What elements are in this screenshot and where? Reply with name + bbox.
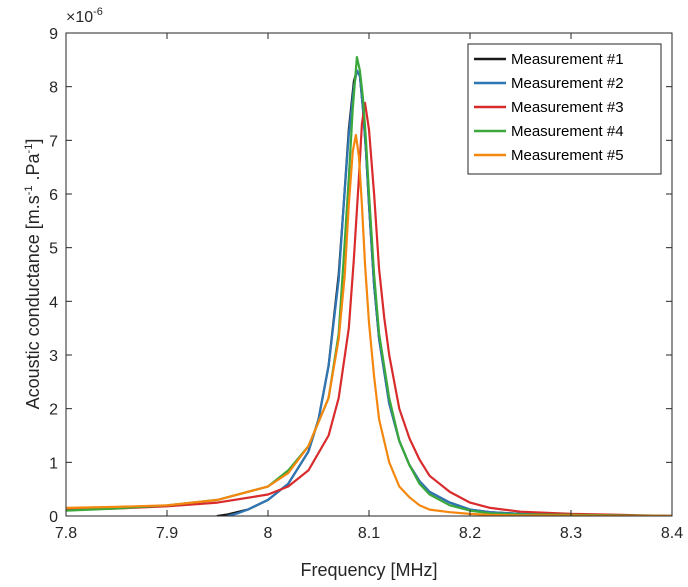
legend-label: Measurement #3 [511,99,624,116]
legend-box [467,43,662,175]
y-tick-label: 0 [49,509,58,526]
legend-label: Measurement #4 [511,123,624,140]
x-tick-label: 8 [264,525,273,542]
x-tick-label: 7.9 [156,525,178,542]
x-tick-label: 8.3 [560,525,582,542]
y-label-suffix: ] [23,139,43,144]
legend-label: Measurement #2 [511,75,624,92]
y-axis-label: Acoustic conductance [m.s-1 .Pa-1] [23,139,43,410]
y-tick-label: 9 [49,26,58,43]
y-label-exp2: -1 [23,144,35,154]
series-layer [66,55,672,516]
y-tick-label: 7 [49,133,58,150]
x-axis-label: Frequency [MHz] [300,560,437,580]
y-label-prefix: Acoustic conductance [m.s [23,195,43,409]
y-tick-label: 5 [49,241,58,258]
y-tick-label: 6 [49,187,58,204]
y-multiplier-exponent: -6 [93,6,103,18]
y-label-exp1: -1 [23,185,35,195]
legend-items: Measurement #1 Measurement #2 Measurement … [474,51,624,164]
y-tick-label: 3 [49,348,58,365]
x-tick-label: 7.8 [55,525,77,542]
legend-label: Measurement #1 [511,51,624,68]
y-multiplier: ×10-6 [66,6,103,26]
legend-label: Measurement #5 [511,147,624,164]
x-tick-label: 8.1 [358,525,380,542]
y-tick-label: 2 [49,402,58,419]
ticks-layer: 7.8 7.9 8 8.1 8.2 8.3 8.4 0 1 2 3 4 5 6 7 8 9 [49,26,683,542]
y-tick-label: 1 [49,455,58,472]
legend: Measurement #1 Measurement #2 Measurement … [467,43,662,175]
x-tick-label: 8.2 [459,525,481,542]
y-label-mid: .Pa [23,152,43,185]
series-line-measurement-3 [66,101,672,516]
x-tick-label: 8.4 [661,525,683,542]
y-tick-label: 4 [49,294,58,311]
y-tick-label: 8 [49,80,58,97]
y-multiplier-base: ×10 [66,9,93,26]
